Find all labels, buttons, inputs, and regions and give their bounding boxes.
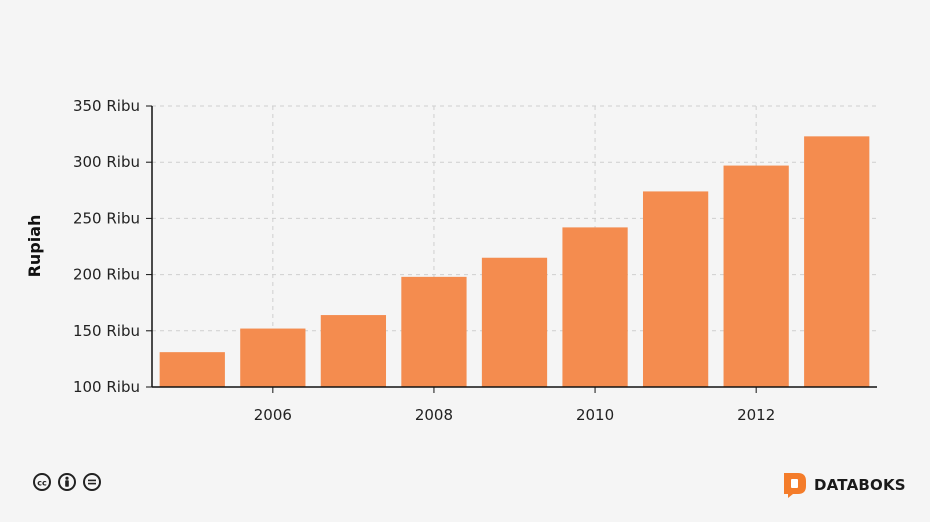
- axes: [146, 105, 877, 393]
- y-tick-label: 350 Ribu: [73, 97, 140, 115]
- x-tick-label: 2010: [576, 406, 614, 424]
- bar: [804, 136, 870, 387]
- bar: [240, 328, 306, 387]
- y-axis-title: Rupiah: [25, 215, 44, 278]
- y-tick-label: 300 Ribu: [73, 153, 140, 171]
- bar: [481, 257, 548, 387]
- x-tick-label: 2008: [415, 406, 453, 424]
- svg-text:cc: cc: [37, 479, 47, 488]
- nd-icon: [83, 473, 101, 491]
- bar: [723, 165, 789, 387]
- y-tick-label: 100 Ribu: [73, 378, 140, 396]
- databoks-logo-icon: [784, 473, 806, 498]
- tick-labels: 100 Ribu 150 Ribu 200 Ribu 250 Ribu 300 Ribu…: [73, 97, 775, 424]
- by-icon: [58, 473, 76, 491]
- y-tick-label: 150 Ribu: [73, 322, 140, 340]
- databoks-logo: DATABOKS: [783, 472, 906, 498]
- bar: [642, 191, 709, 387]
- brand-name: DATABOKS: [814, 476, 906, 494]
- bar: [562, 227, 628, 387]
- bars: [159, 136, 870, 387]
- bar: [401, 276, 467, 387]
- license-icons: cc: [33, 473, 101, 491]
- x-tick-label: 2006: [254, 406, 292, 424]
- x-tick-label: 2012: [737, 406, 775, 424]
- bar: [159, 352, 225, 387]
- bar: [320, 315, 387, 387]
- y-tick-label: 200 Ribu: [73, 266, 140, 284]
- y-tick-label: 250 Ribu: [73, 209, 140, 227]
- cc-icon: cc: [33, 473, 51, 491]
